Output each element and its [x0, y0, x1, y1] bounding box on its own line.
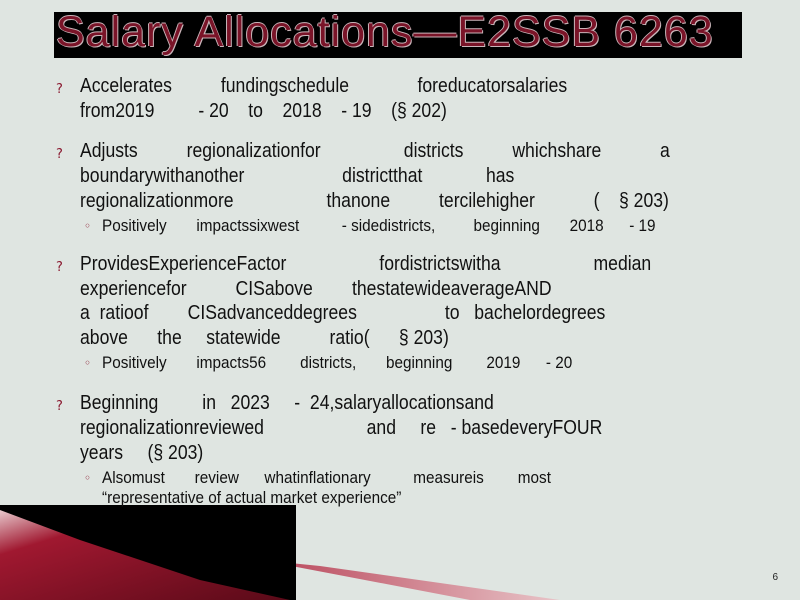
bullet-4-line-3: years (§ 203)	[80, 442, 204, 464]
swoosh-red-band	[0, 510, 290, 600]
question-mark-bullet-icon: ?	[56, 260, 63, 275]
bullet-2-line-3: regionalizationmore thanone tercilehighe…	[80, 190, 669, 212]
question-mark-bullet-icon: ?	[56, 147, 63, 162]
circle-bullet-icon: ◦	[84, 356, 92, 370]
bullet-3-sub-1: Positively impacts56 districts, beginnin…	[102, 353, 573, 372]
bullet-list: ? Accelerates fundingschedule foreducato…	[56, 75, 670, 507]
bullet-2-line-2: boundarywithanother districtthat has	[80, 165, 515, 187]
circle-bullet-icon: ◦	[84, 219, 92, 233]
bullet-1-line-1: Accelerates fundingschedule foreducators…	[80, 75, 568, 97]
title-bar	[54, 12, 742, 58]
circle-bullet-icon: ◦	[84, 471, 92, 485]
bullet-1-line-2: from2019 - 20 to 2018 - 19 (§ 202)	[80, 100, 447, 122]
question-mark-bullet-icon: ?	[56, 82, 63, 97]
bullet-4-line-2: regionalizationreviewed and re - basedev…	[80, 417, 603, 439]
bullet-3-line-2: experiencefor CISabove thestatewideavera…	[80, 278, 552, 300]
bullet-2-line-1: Adjusts regionalizationfor districts whi…	[80, 140, 670, 162]
bullet-4-sub-2: “representative of actual market experie…	[102, 488, 402, 507]
bullet-4-sub-1: Alsomust review whatinflationary measure…	[102, 468, 551, 487]
bullet-3-line-4: above the statewide ratio( § 203)	[80, 327, 449, 349]
question-mark-bullet-icon: ?	[56, 399, 63, 414]
slide-title: Salary Allocations—E2SSB 6263	[56, 8, 714, 56]
slide-number: 6	[772, 572, 778, 583]
bullet-2-sub-1: Positively impactssixwest - sidedistrict…	[102, 216, 656, 235]
bullet-3-line-1: ProvidesExperienceFactor fordistrictswit…	[80, 253, 652, 275]
bullet-4-line-1: Beginning in 2023 - 24,salaryallocations…	[80, 392, 494, 414]
bullet-3-line-3: a ratioof CISadvanceddegrees to bachelor…	[80, 302, 606, 324]
swoosh-light-band	[260, 560, 560, 600]
